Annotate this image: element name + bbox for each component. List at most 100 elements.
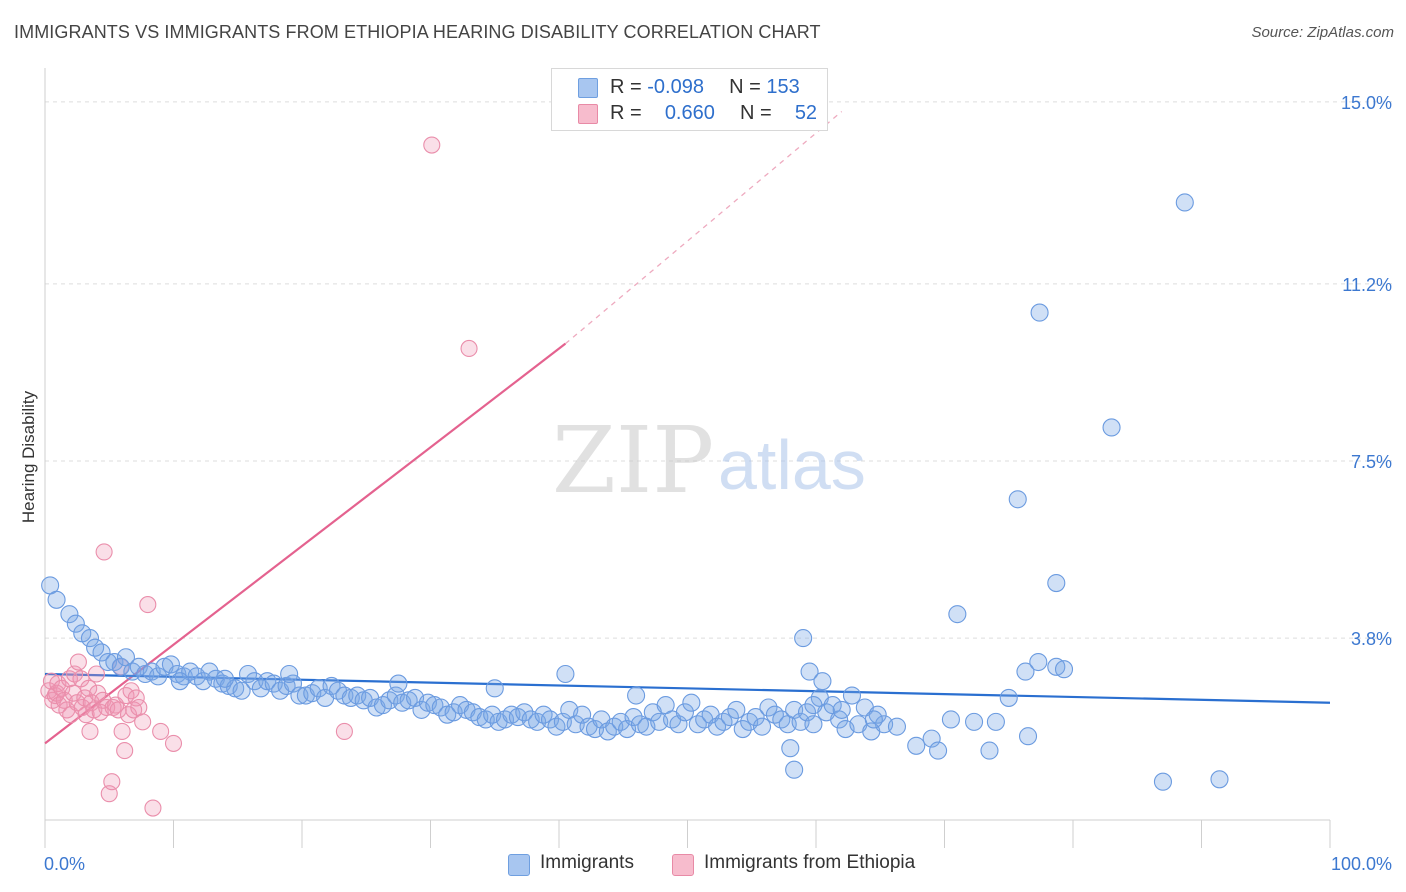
- point-immigrants: [245, 672, 264, 691]
- point-immigrants: [1029, 652, 1048, 672]
- point-immigrants: [804, 696, 823, 715]
- point-immigrants: [238, 664, 258, 684]
- point-immigrants: [682, 693, 701, 712]
- point-immigrants: [66, 614, 85, 633]
- point-ethiopia: [164, 734, 183, 752]
- point-immigrants: [887, 717, 907, 736]
- point-ethiopia: [109, 701, 127, 719]
- point-immigrants: [1102, 418, 1121, 437]
- legend-r-label: R =: [610, 76, 642, 98]
- point-immigrants: [759, 698, 778, 717]
- y-tick-label: 15.0%: [1341, 93, 1392, 113]
- point-immigrants: [733, 719, 752, 739]
- point-ethiopia: [55, 691, 73, 709]
- point-immigrants: [675, 703, 694, 722]
- y-tick-label: 3.8%: [1351, 629, 1392, 649]
- source-credit: Source: ZipAtlas.com: [1251, 24, 1394, 41]
- point-immigrants: [1008, 490, 1027, 509]
- legend-n-label: N =: [740, 102, 772, 124]
- point-immigrants: [720, 708, 739, 727]
- point-immigrants: [1153, 772, 1172, 791]
- point-immigrants: [794, 629, 813, 648]
- point-immigrants: [804, 715, 823, 734]
- legend-swatch-immigrants: [578, 78, 598, 98]
- point-ethiopia: [95, 543, 113, 561]
- point-immigrants: [1054, 660, 1074, 679]
- point-immigrants: [1018, 727, 1038, 746]
- point-ethiopia: [60, 670, 78, 688]
- point-immigrants: [986, 712, 1005, 731]
- point-ethiopia: [139, 596, 157, 614]
- chart-title: IMMIGRANTS VS IMMIGRANTS FROM ETHIOPIA H…: [14, 22, 821, 42]
- watermark-atlas: atlas: [718, 426, 866, 504]
- point-immigrants: [800, 662, 819, 681]
- legend-swatch-ethiopia: [578, 104, 598, 124]
- x-tick-label: 100.0%: [1331, 854, 1392, 874]
- point-ethiopia: [80, 679, 98, 697]
- correlation-legend: R = -0.098 N = 153 R = 0.660 N = 52: [551, 68, 828, 131]
- point-ethiopia: [423, 136, 441, 154]
- point-immigrants: [907, 736, 926, 755]
- legend-label-ethiopia: Immigrants from Ethiopia: [704, 852, 916, 873]
- point-ethiopia: [130, 698, 148, 717]
- point-immigrants: [752, 717, 772, 736]
- series-immigrants-points: [41, 193, 1229, 791]
- point-immigrants: [485, 679, 504, 698]
- point-ethiopia: [144, 799, 162, 817]
- point-immigrants: [111, 657, 130, 676]
- tick-labels: 3.8% 7.5% 11.2% 15.0% 0.0% 100.0%: [44, 93, 1392, 874]
- point-ethiopia: [127, 689, 145, 707]
- point-immigrants: [515, 703, 534, 722]
- y-tick-label: 7.5%: [1351, 452, 1392, 472]
- legend-swatch-ethiopia: [672, 854, 694, 876]
- point-immigrants: [280, 664, 299, 684]
- point-immigrants: [624, 708, 643, 727]
- point-immigrants: [999, 688, 1018, 707]
- point-immigrants: [1175, 193, 1194, 212]
- legend-r-label: R =: [610, 102, 642, 124]
- point-ethiopia: [69, 653, 87, 671]
- x-tick-label: 0.0%: [44, 854, 85, 874]
- point-immigrants: [1016, 662, 1035, 681]
- point-immigrants: [746, 708, 765, 727]
- legend-swatch-immigrants: [508, 854, 530, 876]
- point-immigrants: [842, 686, 862, 705]
- point-ethiopia: [116, 742, 134, 760]
- point-ethiopia: [87, 665, 105, 683]
- legend-n-value: 52: [794, 102, 818, 124]
- point-ethiopia: [113, 722, 131, 740]
- point-immigrants: [232, 681, 251, 700]
- grid-lines: [45, 101, 1392, 639]
- point-immigrants: [785, 760, 804, 779]
- point-immigrants: [92, 643, 111, 662]
- point-immigrants: [149, 667, 168, 686]
- point-immigrants: [200, 662, 219, 681]
- point-immigrants: [1210, 770, 1229, 789]
- point-immigrants: [47, 590, 66, 609]
- point-ethiopia: [117, 686, 135, 705]
- legend-n-value: 153: [766, 76, 800, 98]
- point-immigrants: [965, 712, 984, 731]
- point-immigrants: [215, 669, 234, 688]
- point-immigrants: [781, 739, 800, 758]
- point-immigrants: [832, 700, 851, 719]
- point-immigrants: [389, 674, 408, 693]
- point-immigrants: [948, 605, 967, 624]
- point-immigrants: [80, 629, 100, 648]
- point-ethiopia: [335, 722, 353, 740]
- point-immigrants: [627, 686, 646, 705]
- point-immigrants: [929, 741, 948, 760]
- point-immigrants: [727, 700, 746, 719]
- point-ethiopia: [460, 339, 478, 358]
- point-immigrants: [1030, 303, 1049, 322]
- point-immigrants: [1047, 573, 1066, 593]
- point-immigrants: [556, 664, 575, 684]
- point-ethiopia: [103, 773, 121, 791]
- trend-line-ethiopia-extrapolated: [565, 111, 843, 345]
- legend-r-value: 0.660: [664, 102, 715, 124]
- point-immigrants: [980, 741, 999, 760]
- point-immigrants: [161, 655, 180, 674]
- point-immigrants: [864, 710, 883, 729]
- point-immigrants: [813, 672, 832, 691]
